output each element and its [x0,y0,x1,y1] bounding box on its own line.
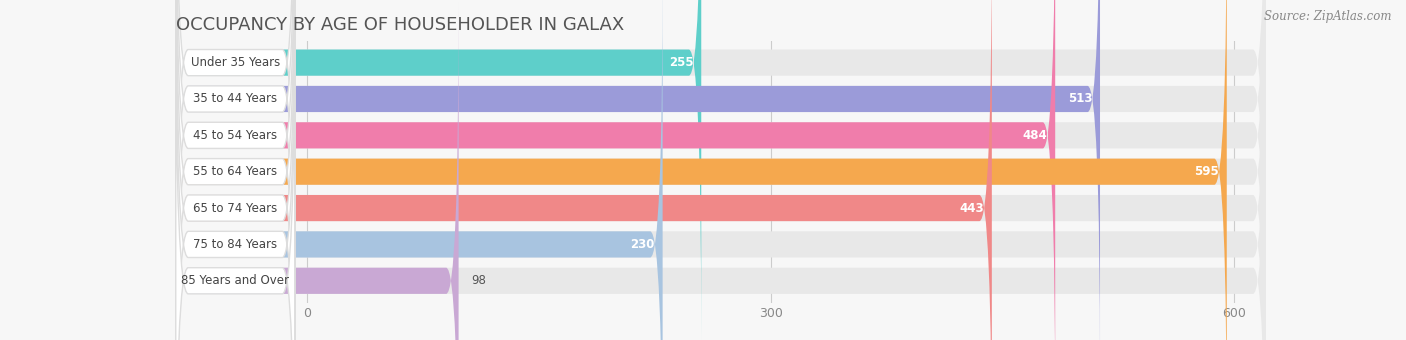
Text: 230: 230 [630,238,655,251]
FancyBboxPatch shape [176,0,991,340]
FancyBboxPatch shape [176,0,295,340]
FancyBboxPatch shape [176,0,295,340]
Text: 35 to 44 Years: 35 to 44 Years [193,92,277,105]
FancyBboxPatch shape [176,0,295,340]
Text: 45 to 54 Years: 45 to 54 Years [193,129,277,142]
Text: 595: 595 [1194,165,1219,178]
FancyBboxPatch shape [176,0,1265,340]
Text: 513: 513 [1067,92,1092,105]
FancyBboxPatch shape [176,0,295,340]
FancyBboxPatch shape [176,3,458,340]
FancyBboxPatch shape [176,0,1054,340]
Text: 55 to 64 Years: 55 to 64 Years [193,165,277,178]
FancyBboxPatch shape [176,0,1265,340]
FancyBboxPatch shape [176,0,1265,340]
FancyBboxPatch shape [176,0,1265,340]
FancyBboxPatch shape [176,0,1265,340]
FancyBboxPatch shape [176,0,1099,340]
Text: 98: 98 [471,274,486,287]
FancyBboxPatch shape [176,3,295,340]
FancyBboxPatch shape [176,0,295,340]
FancyBboxPatch shape [176,0,702,340]
Text: 85 Years and Over: 85 Years and Over [181,274,290,287]
FancyBboxPatch shape [176,0,662,340]
FancyBboxPatch shape [176,3,1265,340]
Text: 75 to 84 Years: 75 to 84 Years [193,238,277,251]
FancyBboxPatch shape [176,0,1265,340]
Text: 255: 255 [669,56,693,69]
Text: 443: 443 [959,202,984,215]
Text: OCCUPANCY BY AGE OF HOUSEHOLDER IN GALAX: OCCUPANCY BY AGE OF HOUSEHOLDER IN GALAX [176,16,624,34]
Text: Source: ZipAtlas.com: Source: ZipAtlas.com [1264,10,1392,23]
Text: 65 to 74 Years: 65 to 74 Years [193,202,277,215]
Text: 484: 484 [1022,129,1047,142]
Text: Under 35 Years: Under 35 Years [191,56,280,69]
FancyBboxPatch shape [176,0,1227,340]
FancyBboxPatch shape [176,0,295,340]
